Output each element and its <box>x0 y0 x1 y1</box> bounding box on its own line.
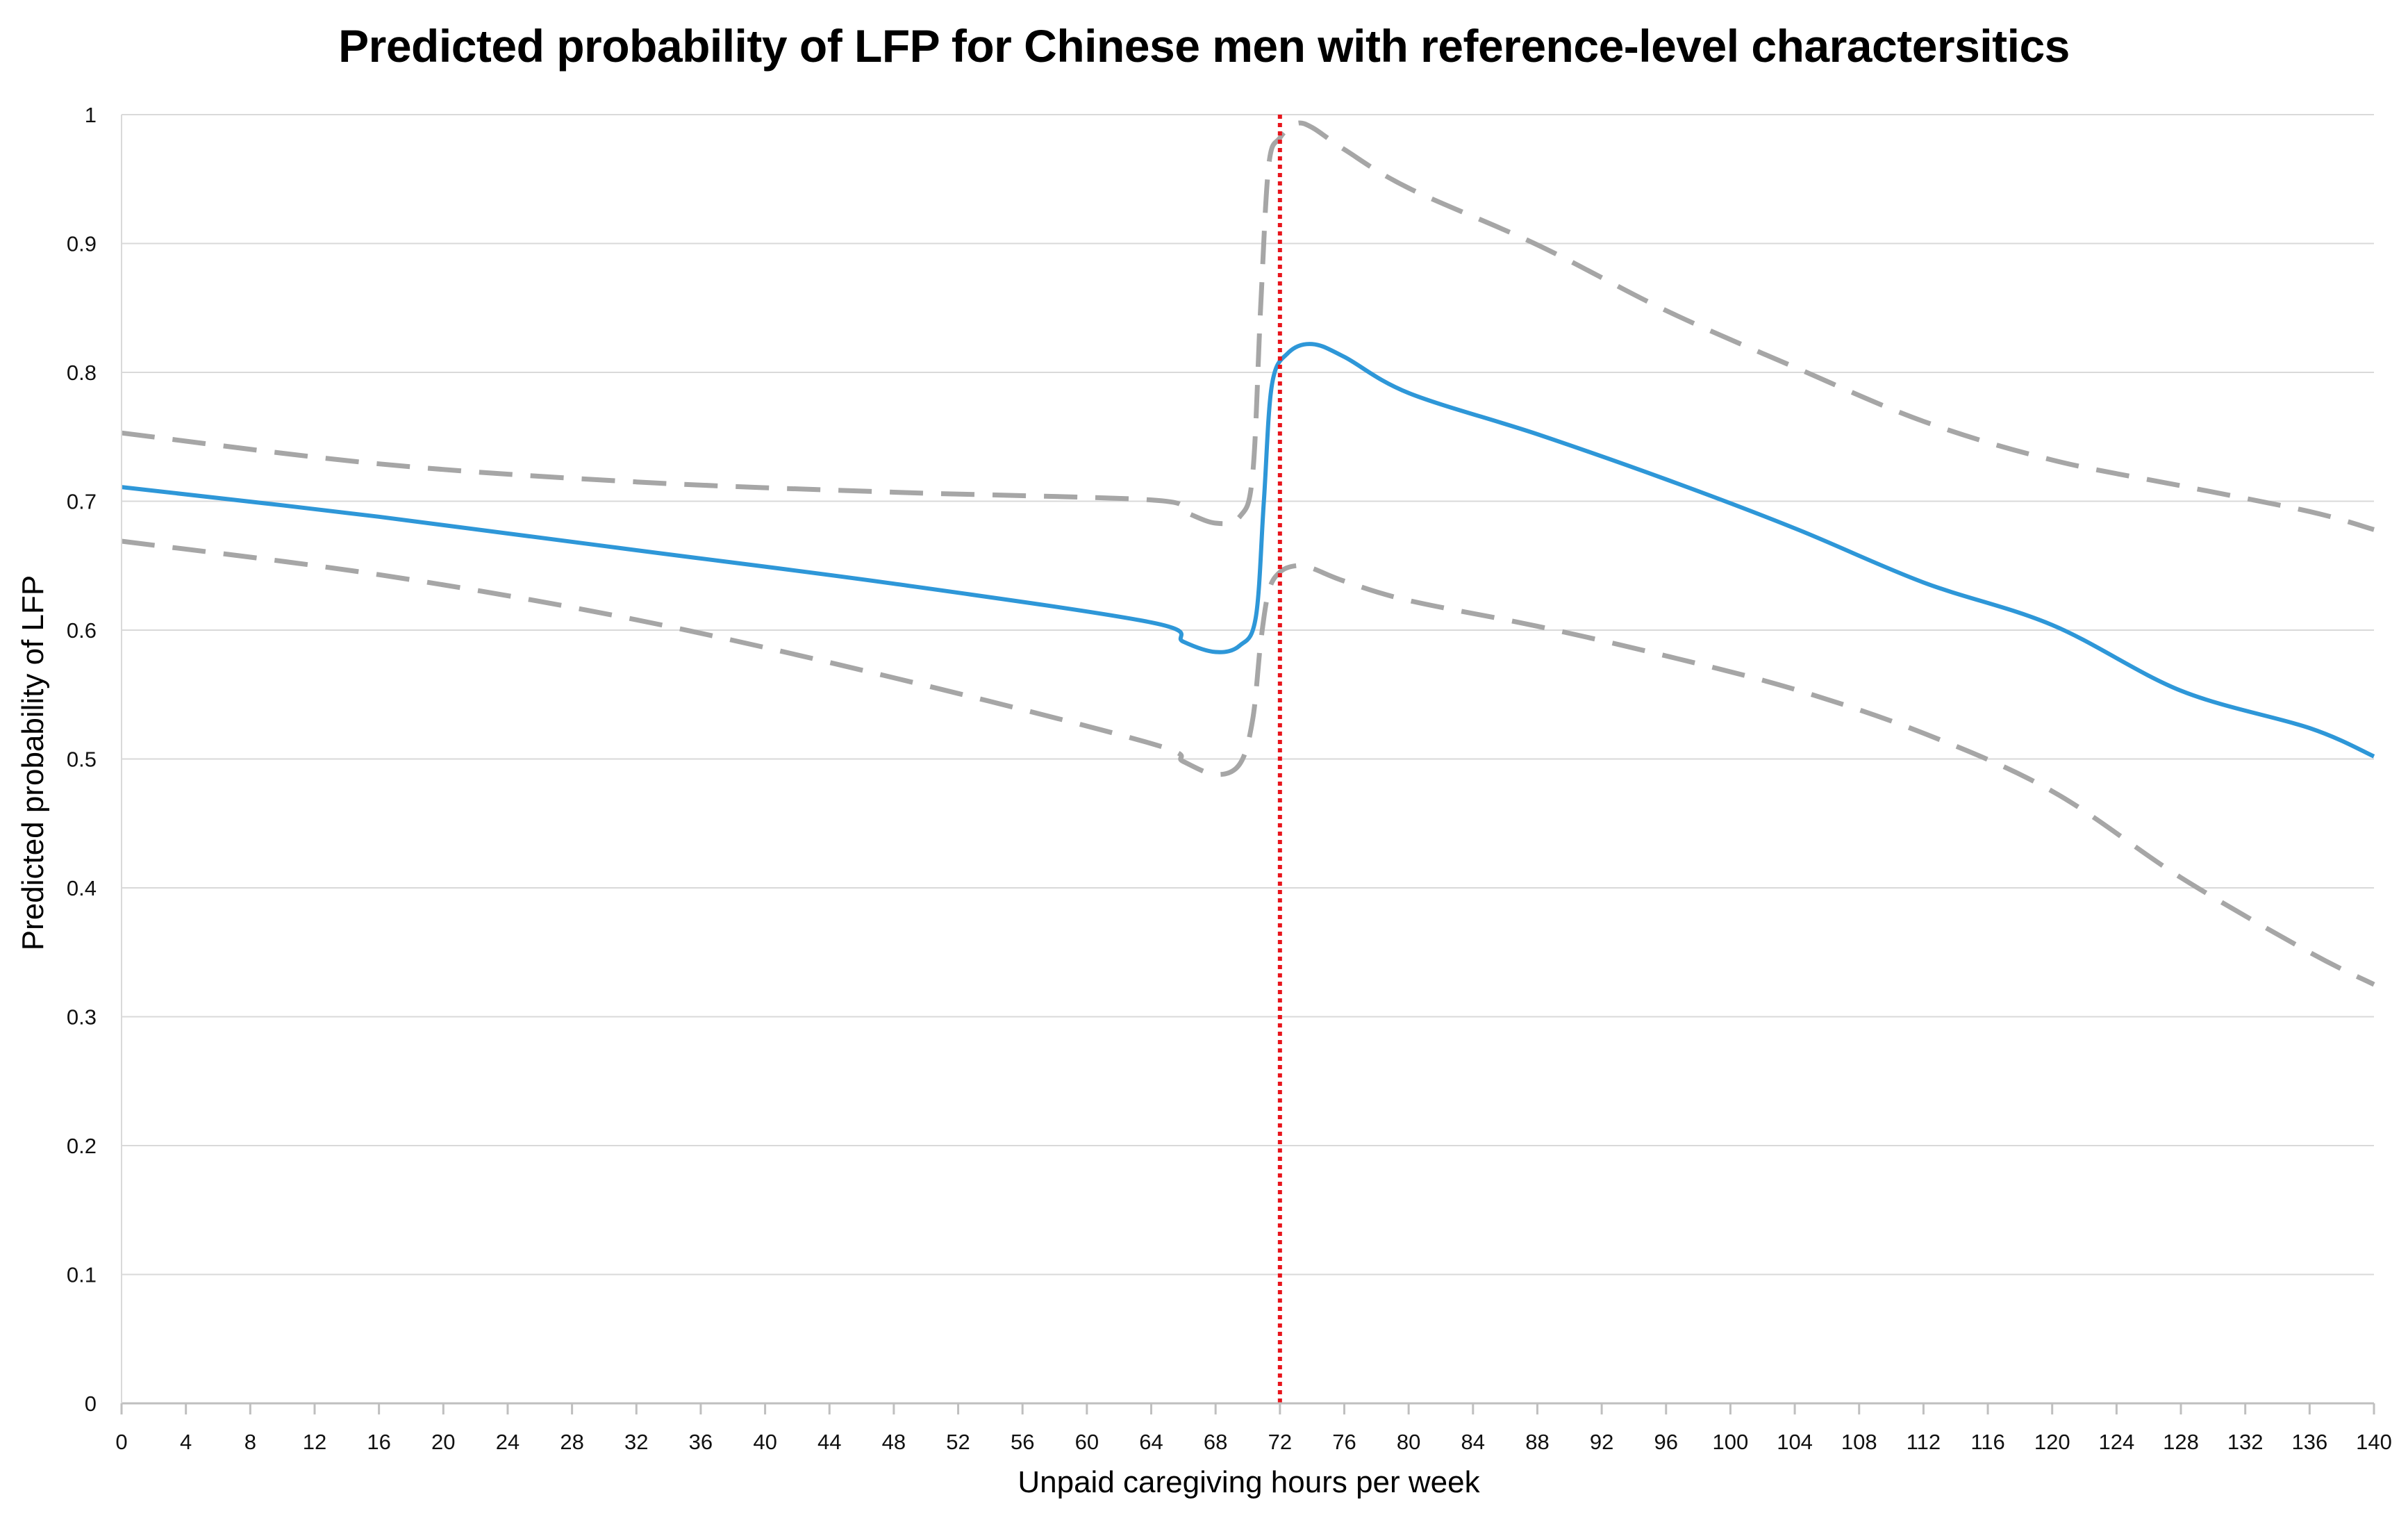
x-tick-label: 76 <box>1332 1430 1356 1454</box>
series-line-upper-confidence-bound <box>121 120 2375 532</box>
x-tick-label: 32 <box>624 1430 648 1454</box>
gridlines <box>122 114 2374 1276</box>
x-tick-label: 116 <box>1970 1430 2004 1454</box>
y-tick-label: 0.2 <box>67 1134 97 1158</box>
x-tick-label: 56 <box>1011 1430 1034 1454</box>
x-tick-label: 84 <box>1461 1430 1485 1454</box>
x-tick-label: 64 <box>1139 1430 1163 1454</box>
series-lines <box>121 120 2375 987</box>
x-tick-label: 100 <box>1713 1430 1749 1454</box>
y-tick-label: 0.7 <box>67 490 97 514</box>
y-tick-label: 0.9 <box>67 232 97 256</box>
y-tick-label: 0.5 <box>67 748 97 772</box>
x-tick-label: 12 <box>303 1430 326 1454</box>
x-tick-label: 124 <box>2099 1430 2135 1454</box>
x-tick-label: 136 <box>2291 1430 2327 1454</box>
x-tick-label: 4 <box>180 1430 192 1454</box>
x-tick-label: 140 <box>2356 1430 2392 1454</box>
x-tick-label: 0 <box>115 1430 127 1454</box>
x-tick-label: 16 <box>367 1430 390 1454</box>
x-tick-label: 92 <box>1590 1430 1613 1454</box>
x-axis-label: Unpaid caregiving hours per week <box>1018 1465 1480 1499</box>
x-tick-label: 132 <box>2227 1430 2264 1454</box>
x-tick-label: 44 <box>817 1430 841 1454</box>
y-tick-label: 0 <box>85 1392 97 1416</box>
x-tick-label: 96 <box>1654 1430 1678 1454</box>
x-tick-label: 88 <box>1525 1430 1549 1454</box>
series-line-lower-confidence-bound <box>121 538 2375 987</box>
x-tick-label: 28 <box>560 1430 583 1454</box>
axes: 00.10.20.30.40.50.60.70.80.910 4 8 12 16 20 24… <box>67 103 2392 1454</box>
y-tick-label: 0.1 <box>67 1263 97 1287</box>
x-tick-label: 108 <box>1841 1430 1877 1454</box>
x-tick-label: 48 <box>882 1430 906 1454</box>
x-tick-label: 120 <box>2034 1430 2070 1454</box>
x-tick-label: 112 <box>1907 1430 1941 1454</box>
x-tick-label: 40 <box>753 1430 777 1454</box>
x-tick-label: 8 <box>244 1430 256 1454</box>
x-tick-label: 36 <box>689 1430 713 1454</box>
y-tick-label: 0.4 <box>67 876 97 900</box>
y-tick-label: 1 <box>85 103 97 127</box>
y-axis-label: Predicted probability of LFP <box>16 575 50 951</box>
x-tick-label: 24 <box>496 1430 520 1454</box>
y-tick-label: 0.3 <box>67 1005 97 1030</box>
x-tick-label: 80 <box>1397 1430 1420 1454</box>
x-tick-label: 20 <box>431 1430 455 1454</box>
x-tick-label: 104 <box>1777 1430 1813 1454</box>
y-tick-label: 0.8 <box>67 361 97 385</box>
x-tick-label: 68 <box>1204 1430 1227 1454</box>
series-line-predicted-probability <box>121 342 2375 759</box>
chart-title: Predicted probability of LFP for Chinese… <box>338 20 2070 72</box>
x-tick-label: 72 <box>1268 1430 1292 1454</box>
x-tick-label: 60 <box>1075 1430 1099 1454</box>
y-tick-label: 0.6 <box>67 618 97 643</box>
x-tick-label: 128 <box>2163 1430 2199 1454</box>
x-tick-label: 52 <box>946 1430 970 1454</box>
